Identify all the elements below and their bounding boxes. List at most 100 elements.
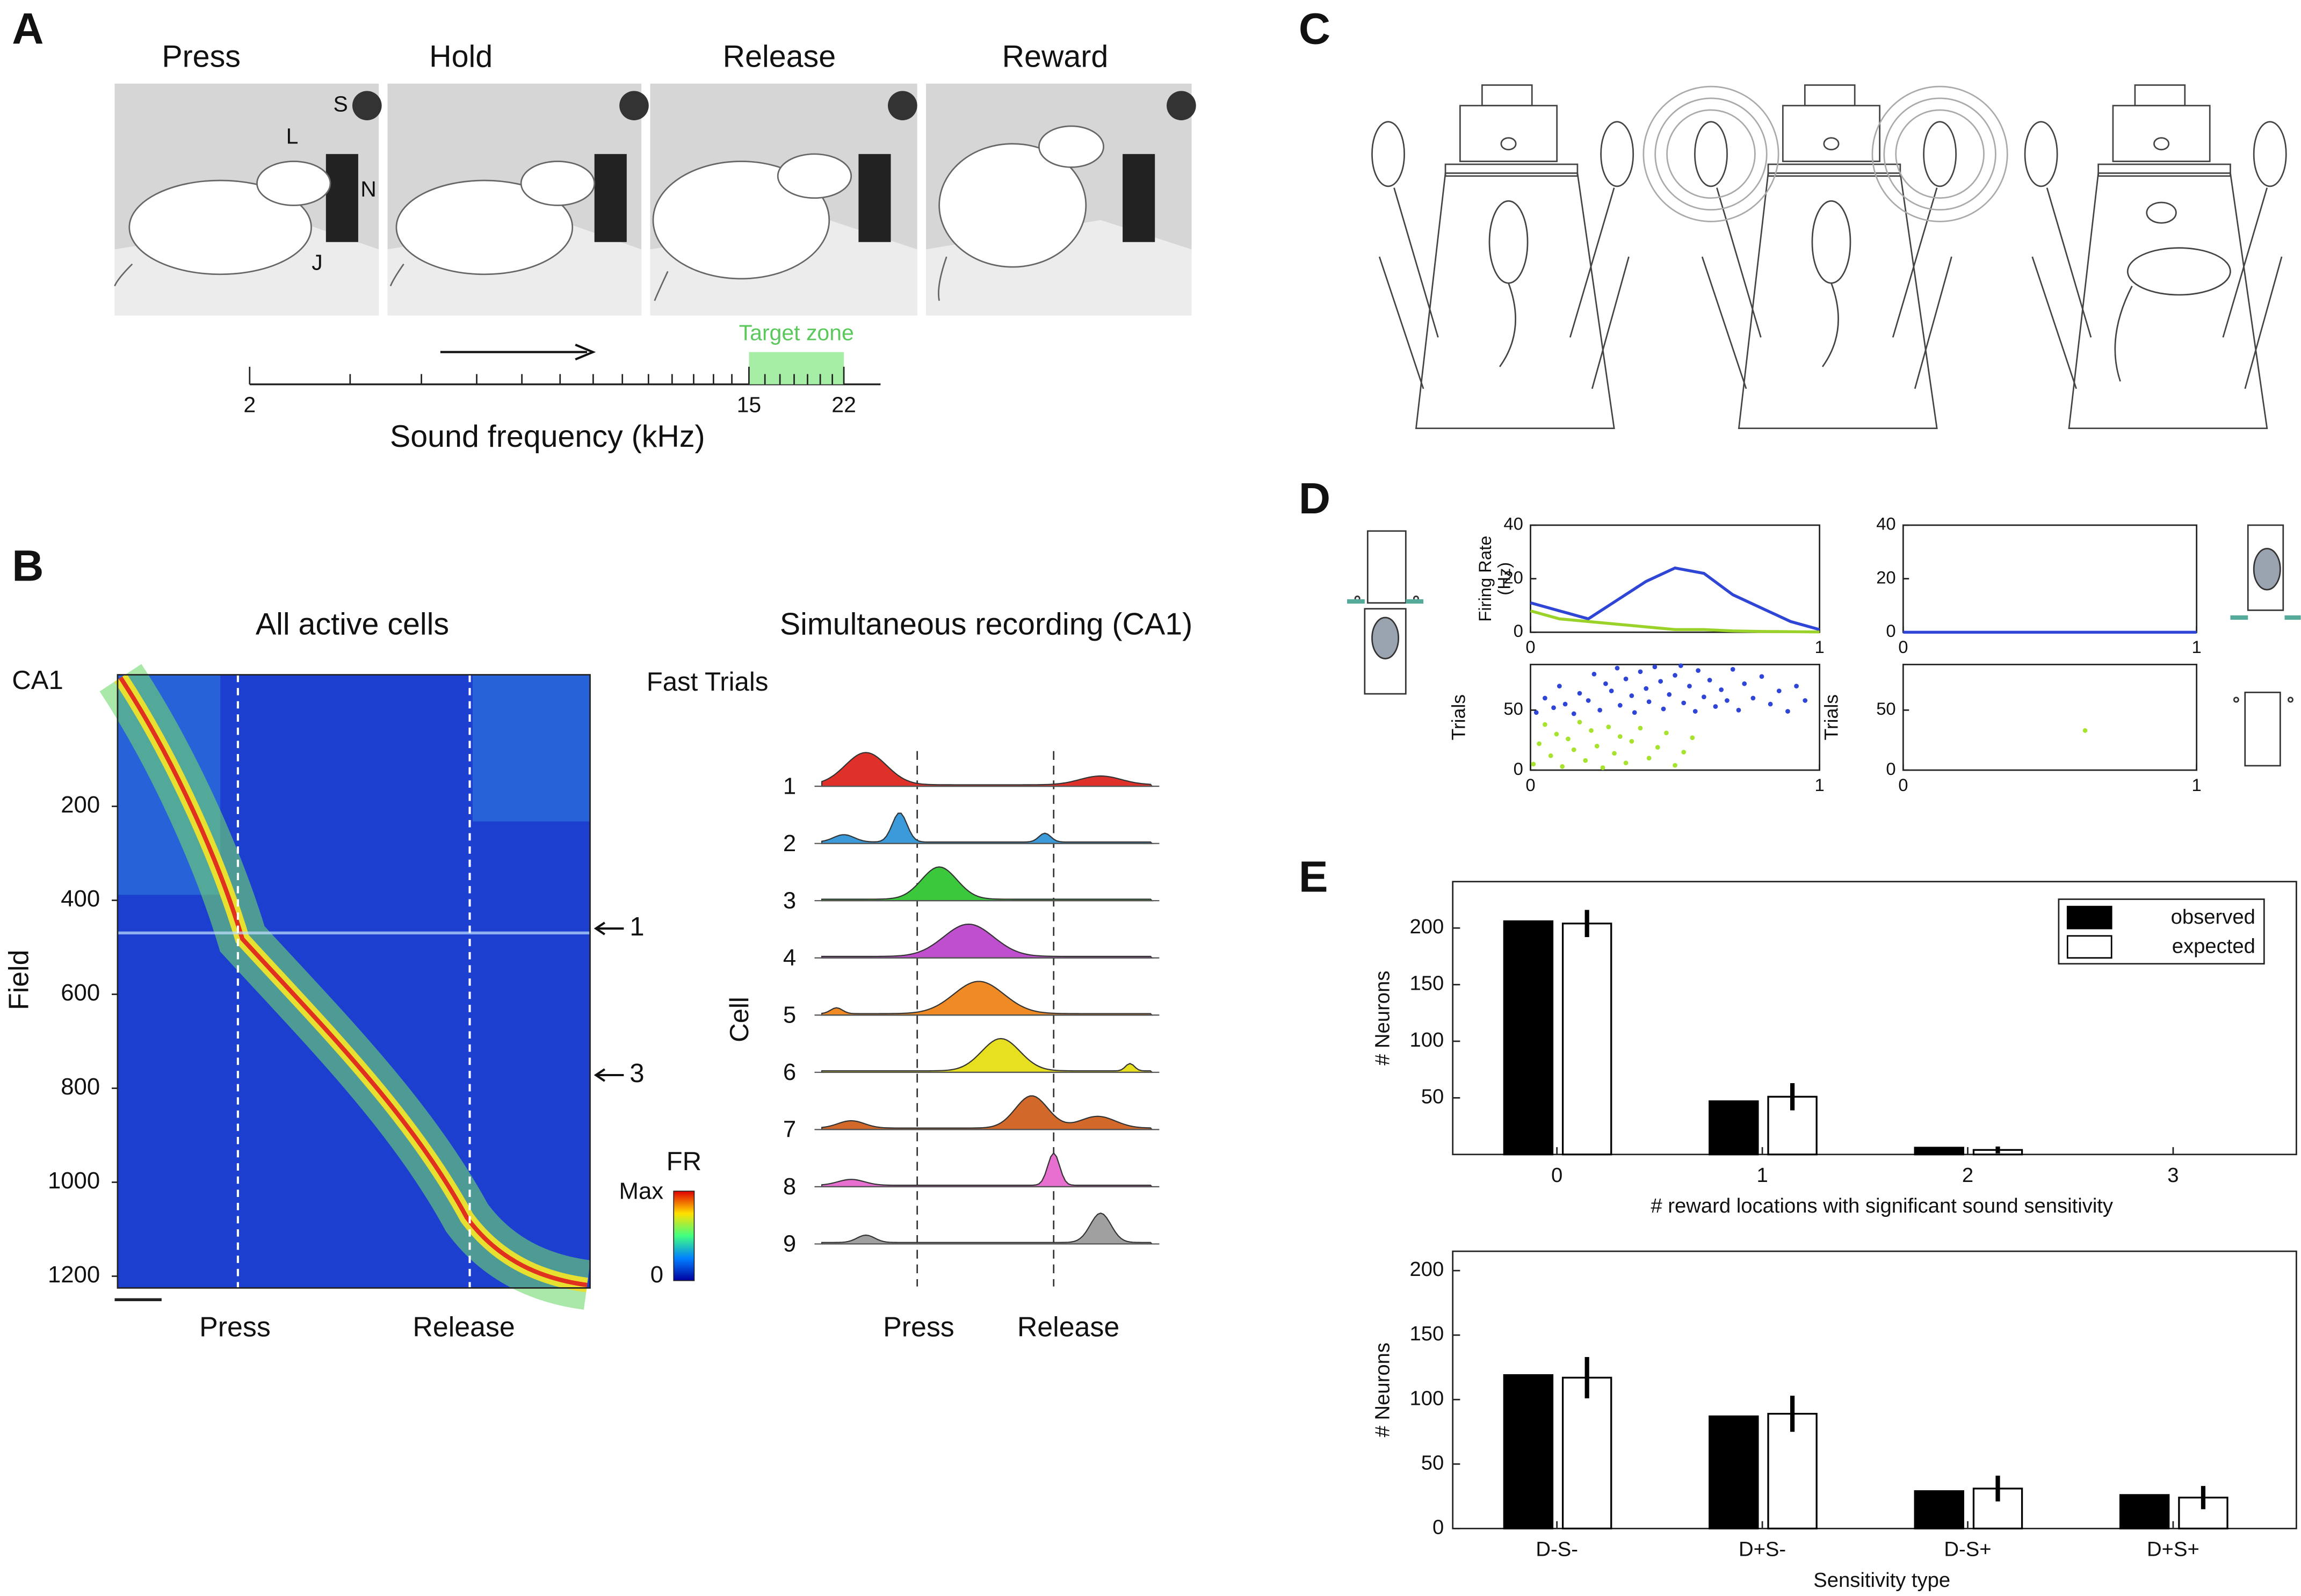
raster-dot <box>1646 699 1652 705</box>
y-tick-label: 20 <box>1876 567 1895 587</box>
raster-dot <box>1583 758 1588 763</box>
panel-letter: E <box>1299 853 1328 902</box>
y-tick-label: 0 <box>1514 759 1523 779</box>
cell-label: 9 <box>783 1231 796 1257</box>
raster-dot <box>1577 720 1582 725</box>
y-tick-label: 50 <box>1876 699 1895 719</box>
y-tick-label: 200 <box>1410 1258 1444 1281</box>
bar <box>1914 1147 1964 1156</box>
plot-frame <box>1530 664 1820 771</box>
arena-part <box>1666 109 1756 199</box>
arena-part <box>1738 172 1938 429</box>
arena-part <box>1923 121 1957 187</box>
cell-trace <box>821 1038 1154 1073</box>
sweep-arrow <box>440 344 596 361</box>
y-tick-label: 100 <box>1410 1028 1444 1051</box>
x-tick-label: 2 <box>243 392 256 417</box>
y-tick-label: 20 <box>1503 567 1523 587</box>
raster-dot <box>1600 765 1605 771</box>
bar <box>2119 1494 2170 1529</box>
raster-dot <box>1623 676 1629 681</box>
arena-part <box>1481 84 1533 107</box>
raster-dot <box>1750 695 1756 701</box>
raster-dot <box>1551 705 1556 710</box>
raster-dot <box>1736 707 1741 713</box>
raster-dot <box>1615 665 1620 671</box>
arena-part <box>1378 187 1630 389</box>
raster-dot <box>1533 710 1539 715</box>
raster-dot <box>1655 745 1660 750</box>
raster-dot <box>1609 688 1614 693</box>
cell-trace <box>821 981 1154 1016</box>
raster-dot <box>1661 706 1666 712</box>
legend-label: observed <box>2171 905 2255 928</box>
panel-title: Press <box>162 39 241 74</box>
panel-letter: B <box>12 542 44 591</box>
arena-part <box>1821 282 1839 367</box>
colorbar-label: Max <box>619 1178 664 1204</box>
raster-dot <box>1673 673 1677 678</box>
cell-trace <box>821 923 1154 959</box>
raster-dot <box>1617 734 1623 739</box>
x-tick-label: D+S- <box>1739 1537 1786 1561</box>
arena-part <box>1823 137 1840 150</box>
plot-frame <box>1902 664 2198 771</box>
event-label: Press <box>883 1311 954 1343</box>
x-tick-label: D+S+ <box>2147 1537 2199 1561</box>
x-axis-label: # reward locations with significant soun… <box>1651 1194 2114 1217</box>
plot-frame <box>1902 524 2198 633</box>
raster-dot <box>1632 710 1637 715</box>
arena-part <box>1694 121 1728 187</box>
arena-part <box>1600 121 1634 187</box>
raster-dot <box>1701 694 1706 700</box>
colorbar-label: 0 <box>650 1261 663 1288</box>
raster-dot <box>1664 730 1669 736</box>
arena-part <box>1767 163 1901 177</box>
y-tick-label: 0 <box>1886 621 1895 641</box>
event-label: Release <box>1017 1311 1119 1343</box>
x-tick-label: D-S+ <box>1944 1537 1991 1561</box>
raster-dot <box>1629 693 1634 698</box>
y-axis-label: Trials <box>1821 694 1842 740</box>
subtitle: Fast Trials <box>647 667 769 697</box>
raster-dot <box>1537 741 1542 746</box>
raster-dot <box>1638 669 1643 674</box>
bar <box>1503 1374 1554 1529</box>
target-label: Target zone <box>739 321 854 345</box>
y-tick-label: 0 <box>1886 759 1895 779</box>
arena-part <box>2097 163 2231 177</box>
arena-part <box>1444 163 1579 177</box>
y-tick-label: 0 <box>1514 621 1523 641</box>
arena-part <box>1371 121 1405 187</box>
arena-part <box>2068 172 2268 429</box>
cell-trace <box>821 812 1154 844</box>
cell-trace <box>821 1095 1154 1130</box>
arena-part <box>2114 286 2133 382</box>
bar <box>1561 923 1612 1156</box>
cell-label: 6 <box>783 1059 796 1085</box>
raster-dot <box>1591 671 1597 677</box>
y-tick-label: 150 <box>1410 972 1444 995</box>
raster-dot <box>1571 711 1576 716</box>
y-tick-label: 150 <box>1410 1322 1444 1345</box>
y-tick-label: 40 <box>1876 514 1895 534</box>
raster-dot <box>1794 684 1799 689</box>
plot-frame <box>1452 1250 2297 1529</box>
cell-label: 1 <box>783 773 796 799</box>
arena-part <box>2112 105 2211 162</box>
arena-part <box>2146 201 2177 224</box>
raster-dot <box>1531 761 1536 767</box>
cell-label: 5 <box>783 1002 796 1028</box>
arena-part <box>2031 187 2283 389</box>
raster-dot <box>1629 739 1634 744</box>
arrow <box>594 922 624 935</box>
heatmap-image <box>99 664 695 1310</box>
arrow-label: 1 <box>629 912 644 941</box>
y-axis-label: Field <box>3 949 34 1010</box>
raster-dot <box>1617 703 1623 708</box>
raster-dot <box>1577 691 1582 696</box>
bar <box>1709 1415 1759 1529</box>
raster-dot <box>1543 722 1547 727</box>
raster-dot <box>1719 687 1724 692</box>
x-tick-label: 2 <box>1962 1164 1973 1187</box>
